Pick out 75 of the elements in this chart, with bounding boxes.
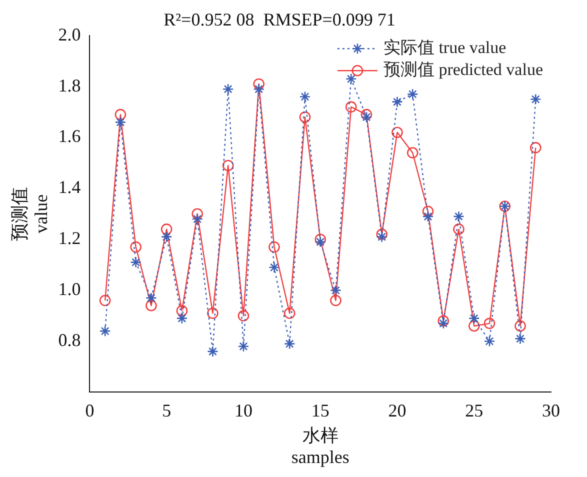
point: [438, 315, 450, 327]
point: [207, 308, 218, 319]
point: [160, 231, 172, 242]
x-tick-label: 20: [388, 400, 406, 421]
point: [453, 224, 464, 235]
x-tick-label: 5: [162, 400, 172, 421]
y-tick-label: 2.0: [58, 24, 81, 44]
point: [130, 256, 142, 268]
point: [146, 292, 157, 304]
x-tick-label: 30: [542, 400, 560, 421]
point: [176, 305, 188, 316]
x-tick-label: 0: [85, 400, 94, 421]
point: [238, 310, 250, 322]
point: [176, 312, 188, 324]
point: [330, 294, 342, 306]
point: [314, 236, 326, 248]
y-tick-label: 1.6: [58, 126, 81, 146]
point: [360, 108, 372, 120]
x-tick-label: 10: [234, 400, 252, 421]
legend-label: 实际值 true value: [383, 38, 506, 58]
legend-label: 预测值 predicted value: [383, 60, 544, 80]
x-tick-label: 25: [465, 400, 484, 421]
point: [453, 210, 464, 222]
point: [284, 338, 296, 350]
point: [160, 224, 172, 235]
point: [468, 312, 480, 324]
point: [268, 241, 280, 253]
point: [514, 333, 526, 344]
point: [222, 160, 234, 172]
chart-title: R²=0.952 08 RMSEP=0.099 71: [164, 10, 396, 30]
point: [130, 241, 142, 253]
point: [514, 320, 526, 332]
point: [99, 294, 111, 306]
y-tick-label: 1.0: [58, 279, 81, 300]
point: [99, 325, 111, 337]
point: [192, 208, 203, 220]
point: [438, 318, 450, 330]
point: [345, 73, 357, 85]
point: [360, 111, 372, 123]
point: [330, 284, 342, 296]
point: [207, 346, 218, 358]
y-tick-label: 1.8: [58, 75, 81, 96]
point: [392, 96, 403, 108]
point: [284, 308, 296, 319]
point: [406, 147, 418, 158]
point: [253, 78, 264, 90]
point: [114, 108, 126, 120]
point: [376, 231, 388, 242]
point: [253, 83, 264, 95]
y-tick-label: 1.4: [58, 177, 81, 198]
y-axis-title: 预测值 value: [10, 186, 52, 241]
point: [299, 111, 311, 123]
point: [238, 340, 250, 352]
point: [530, 142, 542, 154]
y-tick-label: 0.8: [58, 330, 81, 350]
point: [314, 234, 326, 246]
point: [530, 94, 542, 105]
point: [392, 126, 403, 138]
y-tick-label: 1.2: [58, 228, 81, 248]
x-tick-label: 15: [311, 400, 330, 421]
point: [345, 101, 357, 113]
x-axis-title: 水样 samples: [291, 425, 350, 467]
point: [146, 300, 157, 312]
point: [406, 88, 418, 100]
point: [268, 262, 280, 274]
point: [192, 213, 203, 225]
point: [484, 318, 496, 330]
point: [376, 228, 388, 240]
point: [484, 336, 496, 347]
point: [422, 206, 434, 218]
point: [468, 320, 480, 332]
point: [299, 91, 311, 102]
point: [422, 210, 434, 222]
point: [222, 83, 234, 95]
point: [114, 116, 126, 128]
